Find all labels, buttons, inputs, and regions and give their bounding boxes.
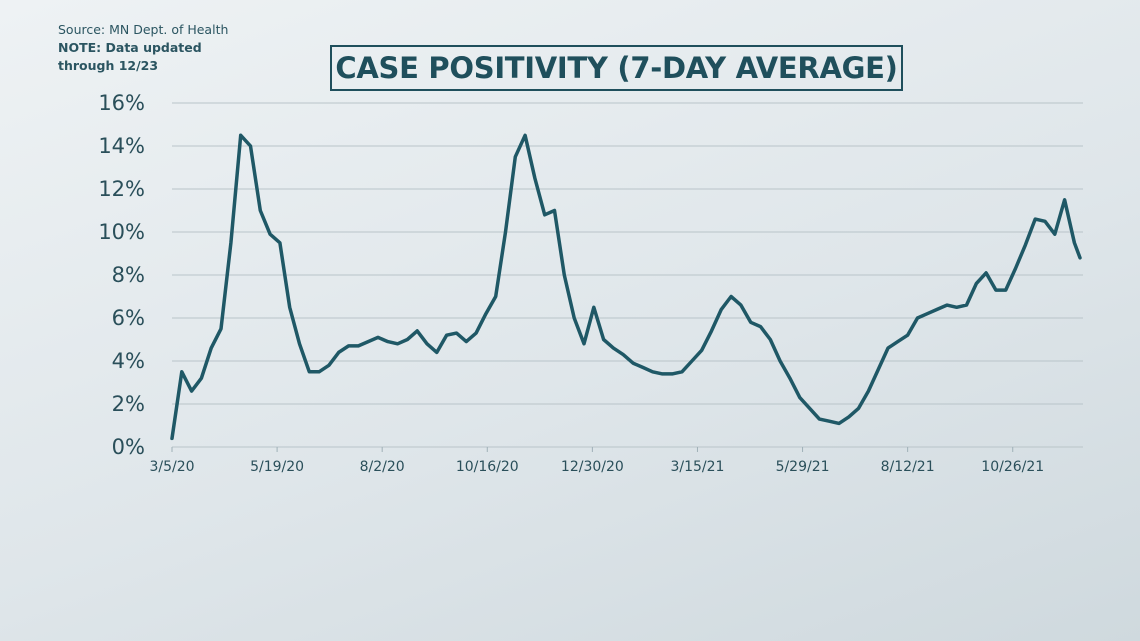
- x-tick-label: 10/26/21: [981, 459, 1044, 475]
- y-tick-label: 10%: [98, 220, 145, 244]
- y-tick-label: 14%: [98, 134, 145, 158]
- chart-title: CASE POSITIVITY (7-DAY AVERAGE): [330, 45, 903, 91]
- x-tick-label: 8/2/20: [360, 459, 405, 475]
- x-tick-label: 8/12/21: [881, 459, 935, 475]
- y-tick-label: 8%: [112, 263, 145, 287]
- y-tick-label: 6%: [112, 306, 145, 330]
- line: [170, 133, 1082, 441]
- y-tick-label: 16%: [98, 91, 145, 115]
- y-tick-label: 12%: [98, 177, 145, 201]
- x-tick-label: 5/19/20: [250, 459, 304, 475]
- note: NOTE: Data updated through 12/23: [58, 40, 202, 73]
- x-tick-label: 5/29/21: [776, 459, 830, 475]
- x-tick-label: 3/15/21: [670, 459, 724, 475]
- source: Source: MN Dept. of Health: [58, 22, 229, 37]
- x-tick-label: 12/30/20: [561, 459, 624, 475]
- y-tick-label: 0%: [112, 435, 145, 459]
- y-tick-label: 2%: [112, 392, 145, 416]
- notes: Source: MN Dept. of Health NOTE: Data up…: [58, 21, 258, 75]
- x-tick-label: 3/5/20: [149, 459, 194, 475]
- y-tick-label: 4%: [112, 349, 145, 373]
- x-tick-label: 10/16/20: [456, 459, 519, 475]
